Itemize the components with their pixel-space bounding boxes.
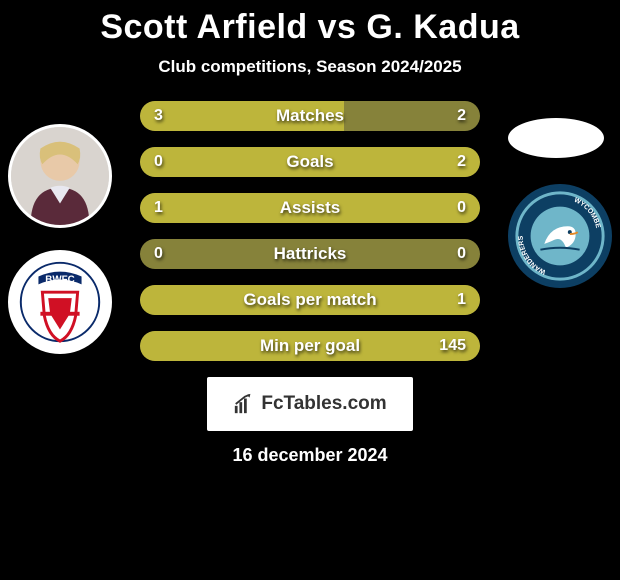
stat-right-value: 1 xyxy=(457,291,466,309)
stat-right-value: 145 xyxy=(439,337,466,355)
club2-crest: WYCOMBE WANDERERS xyxy=(508,184,612,288)
stat-row: Min per goal145 xyxy=(140,331,480,361)
stat-row: 0Goals2 xyxy=(140,147,480,177)
stat-right-value: 0 xyxy=(457,245,466,263)
player1-avatar xyxy=(8,124,112,228)
club1-crest: BWFC xyxy=(8,250,112,354)
subtitle: Club competitions, Season 2024/2025 xyxy=(0,57,620,77)
stat-label: Goals per match xyxy=(140,290,480,310)
stats-list: 3Matches20Goals21Assists00Hattricks0Goal… xyxy=(140,101,480,361)
stat-right-value: 0 xyxy=(457,199,466,217)
svg-text:BWFC: BWFC xyxy=(45,274,74,285)
stat-label: Matches xyxy=(140,106,480,126)
right-avatar-stack: WYCOMBE WANDERERS xyxy=(508,118,612,310)
page-title: Scott Arfield vs G. Kadua xyxy=(0,8,620,47)
stat-right-value: 2 xyxy=(457,153,466,171)
stat-row: Goals per match1 xyxy=(140,285,480,315)
branding-text: FcTables.com xyxy=(261,393,386,415)
date-text: 16 december 2024 xyxy=(0,445,620,466)
stat-label: Goals xyxy=(140,152,480,172)
stat-row: 1Assists0 xyxy=(140,193,480,223)
stat-row: 3Matches2 xyxy=(140,101,480,131)
stat-label: Hattricks xyxy=(140,244,480,264)
comparison-card: Scott Arfield vs G. Kadua Club competiti… xyxy=(0,0,620,580)
stat-label: Min per goal xyxy=(140,336,480,356)
club2-pill xyxy=(508,118,604,158)
player1-avatar-icon xyxy=(11,127,109,225)
stat-label: Assists xyxy=(140,198,480,218)
branding-card[interactable]: FcTables.com xyxy=(207,377,413,431)
club1-crest-icon: BWFC xyxy=(11,253,109,351)
stat-right-value: 2 xyxy=(457,107,466,125)
left-avatar-stack: BWFC xyxy=(8,124,112,376)
club2-crest-icon: WYCOMBE WANDERERS xyxy=(511,187,609,285)
fctables-logo-icon xyxy=(233,393,255,415)
stat-row: 0Hattricks0 xyxy=(140,239,480,269)
